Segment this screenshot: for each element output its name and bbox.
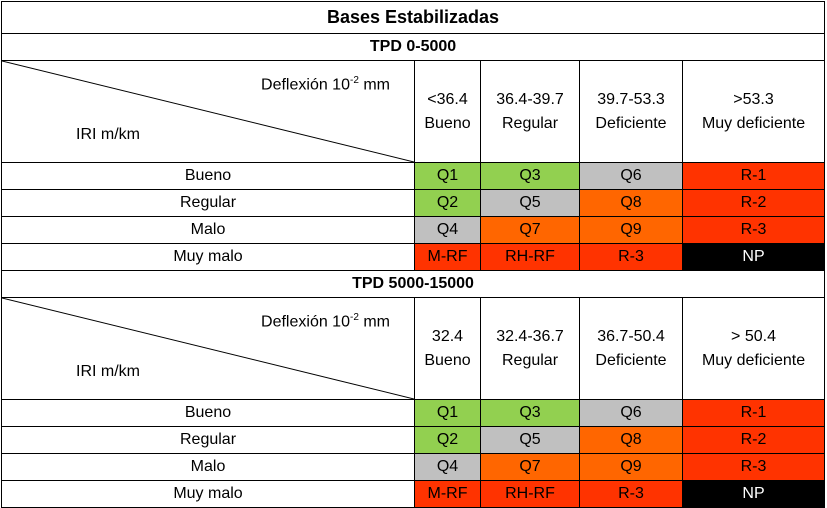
matrix-cell: R-3 — [681, 453, 826, 481]
matrix-cell: R-1 — [681, 162, 826, 190]
matrix-cell: R-3 — [681, 216, 826, 244]
table-row: Malo Q4 Q7 Q9 R-3 — [1, 453, 826, 481]
tpd-label: TPD 5000-15000 — [0, 270, 826, 298]
row-label: Bueno — [1, 399, 415, 427]
matrix-cell: M-RF — [414, 243, 481, 271]
table-row: Regular Q2 Q5 Q8 R-2 — [1, 426, 826, 454]
matrix-cell: NP — [681, 480, 826, 508]
row-label: Malo — [1, 453, 415, 481]
table-row: Bueno Q1 Q3 Q6 R-1 — [1, 162, 826, 190]
table-title: Bases Estabilizadas — [0, 1, 826, 34]
row-label: Malo — [1, 216, 415, 244]
table-row: Muy malo M-RF RH-RF R-3 NP — [1, 480, 826, 508]
matrix-cell: RH-RF — [480, 243, 580, 271]
table-row: Muy malo M-RF RH-RF R-3 NP — [1, 243, 826, 271]
matrix-cell: Q9 — [579, 453, 683, 481]
column-header: 36.7-50.4 Deficiente — [579, 297, 683, 400]
matrix-cell: Q4 — [414, 453, 481, 481]
matrix-cell: Q2 — [414, 426, 481, 454]
matrix-cell: M-RF — [414, 480, 481, 508]
tpd-label: TPD 0-5000 — [0, 33, 826, 61]
row-label: Bueno — [1, 162, 415, 190]
matrix-cell: R-2 — [681, 426, 826, 454]
matrix-cell: Q1 — [414, 399, 481, 427]
matrix-cell: Q7 — [480, 453, 580, 481]
iri-axis-label: IRI m/km — [76, 363, 140, 380]
matrix-cell: Q3 — [480, 399, 580, 427]
matrix-cell: Q4 — [414, 216, 481, 244]
row-label: Regular — [1, 189, 415, 217]
matrix-cell: Q1 — [414, 162, 481, 190]
matrix-cell: NP — [681, 243, 826, 271]
column-header: <36.4 Bueno — [414, 60, 481, 163]
column-header-row: Deflexión 10-2 mm IRI m/km <36.4 Bueno 36… — [1, 60, 826, 163]
matrix-cell: Q8 — [579, 426, 683, 454]
diagonal-line — [2, 298, 414, 399]
corner-header-cell: Deflexión 10-2 mm IRI m/km — [1, 297, 415, 400]
column-header: 32.4-36.7 Regular — [480, 297, 580, 400]
table-row: Malo Q4 Q7 Q9 R-3 — [1, 216, 826, 244]
deflexion-axis-label: Deflexión 10-2 mm — [261, 75, 390, 94]
tpd-header-row: TPD 5000-15000 — [0, 270, 826, 298]
matrix-cell: Q6 — [579, 162, 683, 190]
matrix-cell: Q2 — [414, 189, 481, 217]
column-header-row: Deflexión 10-2 mm IRI m/km 32.4 Bueno 32.… — [1, 297, 826, 400]
column-header: >53.3 Muy deficiente — [681, 60, 826, 163]
tpd-header-row: TPD 0-5000 — [0, 33, 826, 61]
table-row: Regular Q2 Q5 Q8 R-2 — [1, 189, 826, 217]
matrix-cell: Q5 — [480, 189, 580, 217]
column-header: 36.4-39.7 Regular — [480, 60, 580, 163]
column-header: 39.7-53.3 Deficiente — [579, 60, 683, 163]
title-row: Bases Estabilizadas — [0, 1, 826, 34]
matrix-cell: R-3 — [579, 480, 683, 508]
table-row: Bueno Q1 Q3 Q6 R-1 — [1, 399, 826, 427]
iri-axis-label: IRI m/km — [76, 126, 140, 143]
matrix-cell: Q6 — [579, 399, 683, 427]
column-header: > 50.4 Muy deficiente — [681, 297, 826, 400]
row-label: Muy malo — [1, 480, 415, 508]
diagonal-line — [2, 61, 414, 162]
matrix-cell: R-1 — [681, 399, 826, 427]
corner-header-cell: Deflexión 10-2 mm IRI m/km — [1, 60, 415, 163]
column-header: 32.4 Bueno — [414, 297, 481, 400]
deflexion-axis-label: Deflexión 10-2 mm — [261, 312, 390, 331]
matrix-cell: R-2 — [681, 189, 826, 217]
matrix-cell: Q5 — [480, 426, 580, 454]
matrix-cell: Q9 — [579, 216, 683, 244]
row-label: Regular — [1, 426, 415, 454]
matrix-cell: RH-RF — [480, 480, 580, 508]
row-label: Muy malo — [1, 243, 415, 271]
matrix-cell: Q7 — [480, 216, 580, 244]
matrix-cell: Q8 — [579, 189, 683, 217]
matrix-cell: Q3 — [480, 162, 580, 190]
matrix-cell: R-3 — [579, 243, 683, 271]
